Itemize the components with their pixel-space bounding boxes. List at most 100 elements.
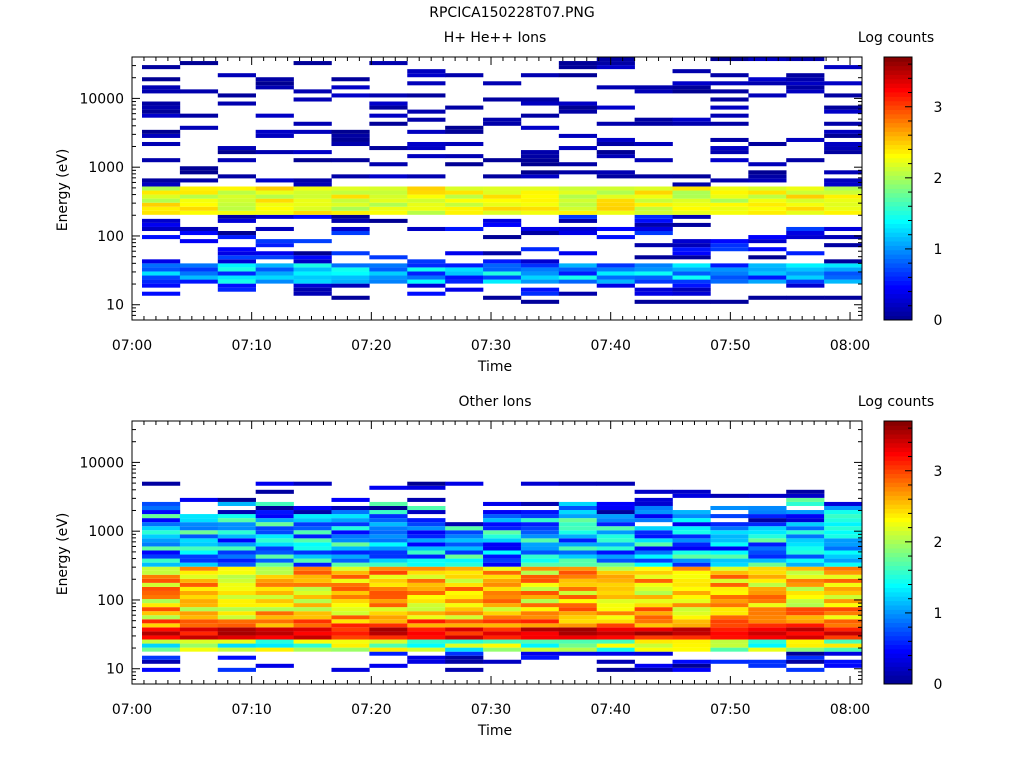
heatmap-cell [142,522,181,527]
colorbar-tick-label: 1 [934,242,943,258]
heatmap-cell [824,279,863,284]
colorbar-swatch [884,157,912,163]
heatmap-cell [786,518,825,523]
colorbar-swatch [884,482,912,488]
heatmap-cell [369,121,408,126]
heatmap-cell [824,121,863,126]
colorbar-swatch [884,192,912,198]
heatmap-cell [634,647,673,652]
heatmap-cell [293,562,332,567]
heatmap-cell [293,194,332,199]
heatmap-cell [255,489,294,494]
heatmap-cell [331,129,370,134]
heatmap-cell [634,271,673,276]
heatmap-cell [407,546,446,551]
heatmap-cell [255,77,294,82]
heatmap-cell [634,255,673,260]
heatmap-cell [748,615,787,620]
colorbar-swatch [884,666,912,672]
heatmap-cell [255,214,294,219]
heatmap-cell [596,271,635,276]
heatmap-cell [710,534,749,539]
heatmap-cell [520,154,560,159]
heatmap-cell [217,599,256,604]
heatmap-cell [293,97,332,102]
heatmap-cell [369,93,408,98]
heatmap-cell [672,190,711,195]
colorbar-swatch [884,57,912,62]
heatmap-cell [179,611,219,616]
y-tick-label: 1000 [88,160,124,176]
heatmap-cell [786,251,825,256]
heatmap-cell [596,651,635,656]
colorbar-swatch [884,635,912,641]
heatmap-cell [407,69,446,74]
heatmap-cell [786,510,825,515]
heatmap-cell [293,182,332,187]
heatmap-cell [142,578,181,583]
heatmap-cell [369,574,408,579]
heatmap-cell [748,247,787,252]
heatmap-cell [824,558,863,563]
heatmap-cell [786,534,825,539]
heatmap-cell [369,162,408,167]
heatmap-cell [217,619,256,624]
heatmap-cell [331,611,370,616]
heatmap-cell [255,574,294,579]
heatmap-cell [407,586,446,591]
heatmap-cell [445,226,484,232]
heatmap-cell [445,202,484,207]
heatmap-cell [483,639,522,644]
heatmap-cell [596,631,635,636]
heatmap-cell [634,599,673,604]
heatmap-cell [179,497,219,502]
heatmap-cell [217,271,256,276]
heatmap-cell [596,481,635,486]
colorbar-swatch [884,570,912,575]
heatmap-cell [483,158,522,163]
heatmap-cell [483,295,522,300]
heatmap-cell [634,202,673,207]
heatmap-cell [142,619,181,624]
heatmap-cell [786,550,825,555]
heatmap-cell [824,639,863,644]
heatmap-cell [824,534,863,539]
heatmap-cell [331,635,370,640]
heatmap-cell [748,174,787,179]
y-axis-label: Energy (eV) [55,513,71,596]
heatmap-cell [255,582,294,587]
heatmap-cell [179,275,219,280]
heatmap-cell [634,619,673,624]
heatmap-cell [179,578,219,583]
heatmap-cell [293,287,332,292]
heatmap-cell [748,534,787,539]
colorbar-swatch [884,241,912,246]
heatmap-cell [142,550,181,555]
heatmap-cell [255,113,294,118]
heatmap-cell [558,133,598,138]
heatmap-cell [748,493,787,498]
heatmap-cell [179,166,219,171]
x-tick-label: 07:10 [231,338,271,354]
colorbar-swatch [884,92,912,97]
heatmap-cell [331,647,370,652]
colorbar-swatch [884,583,912,588]
heatmap-cell [786,158,825,163]
heatmap-cell [217,510,256,515]
heatmap-cell [217,214,256,219]
heatmap-cell [558,61,598,66]
heatmap-cell [672,530,711,535]
heatmap-cell [520,526,560,531]
heatmap-cell [596,85,635,90]
heatmap-cell [748,619,787,624]
heatmap-cell [293,615,332,620]
heatmap-cell [558,651,598,656]
heatmap-cell [369,651,408,656]
heatmap-cell [483,263,522,268]
colorbar-swatch [884,311,912,317]
heatmap-cell [710,643,749,648]
heatmap-cell [407,534,446,539]
heatmap-cell [445,129,484,134]
heatmap-cell [483,518,522,523]
heatmap-cell [255,526,294,531]
